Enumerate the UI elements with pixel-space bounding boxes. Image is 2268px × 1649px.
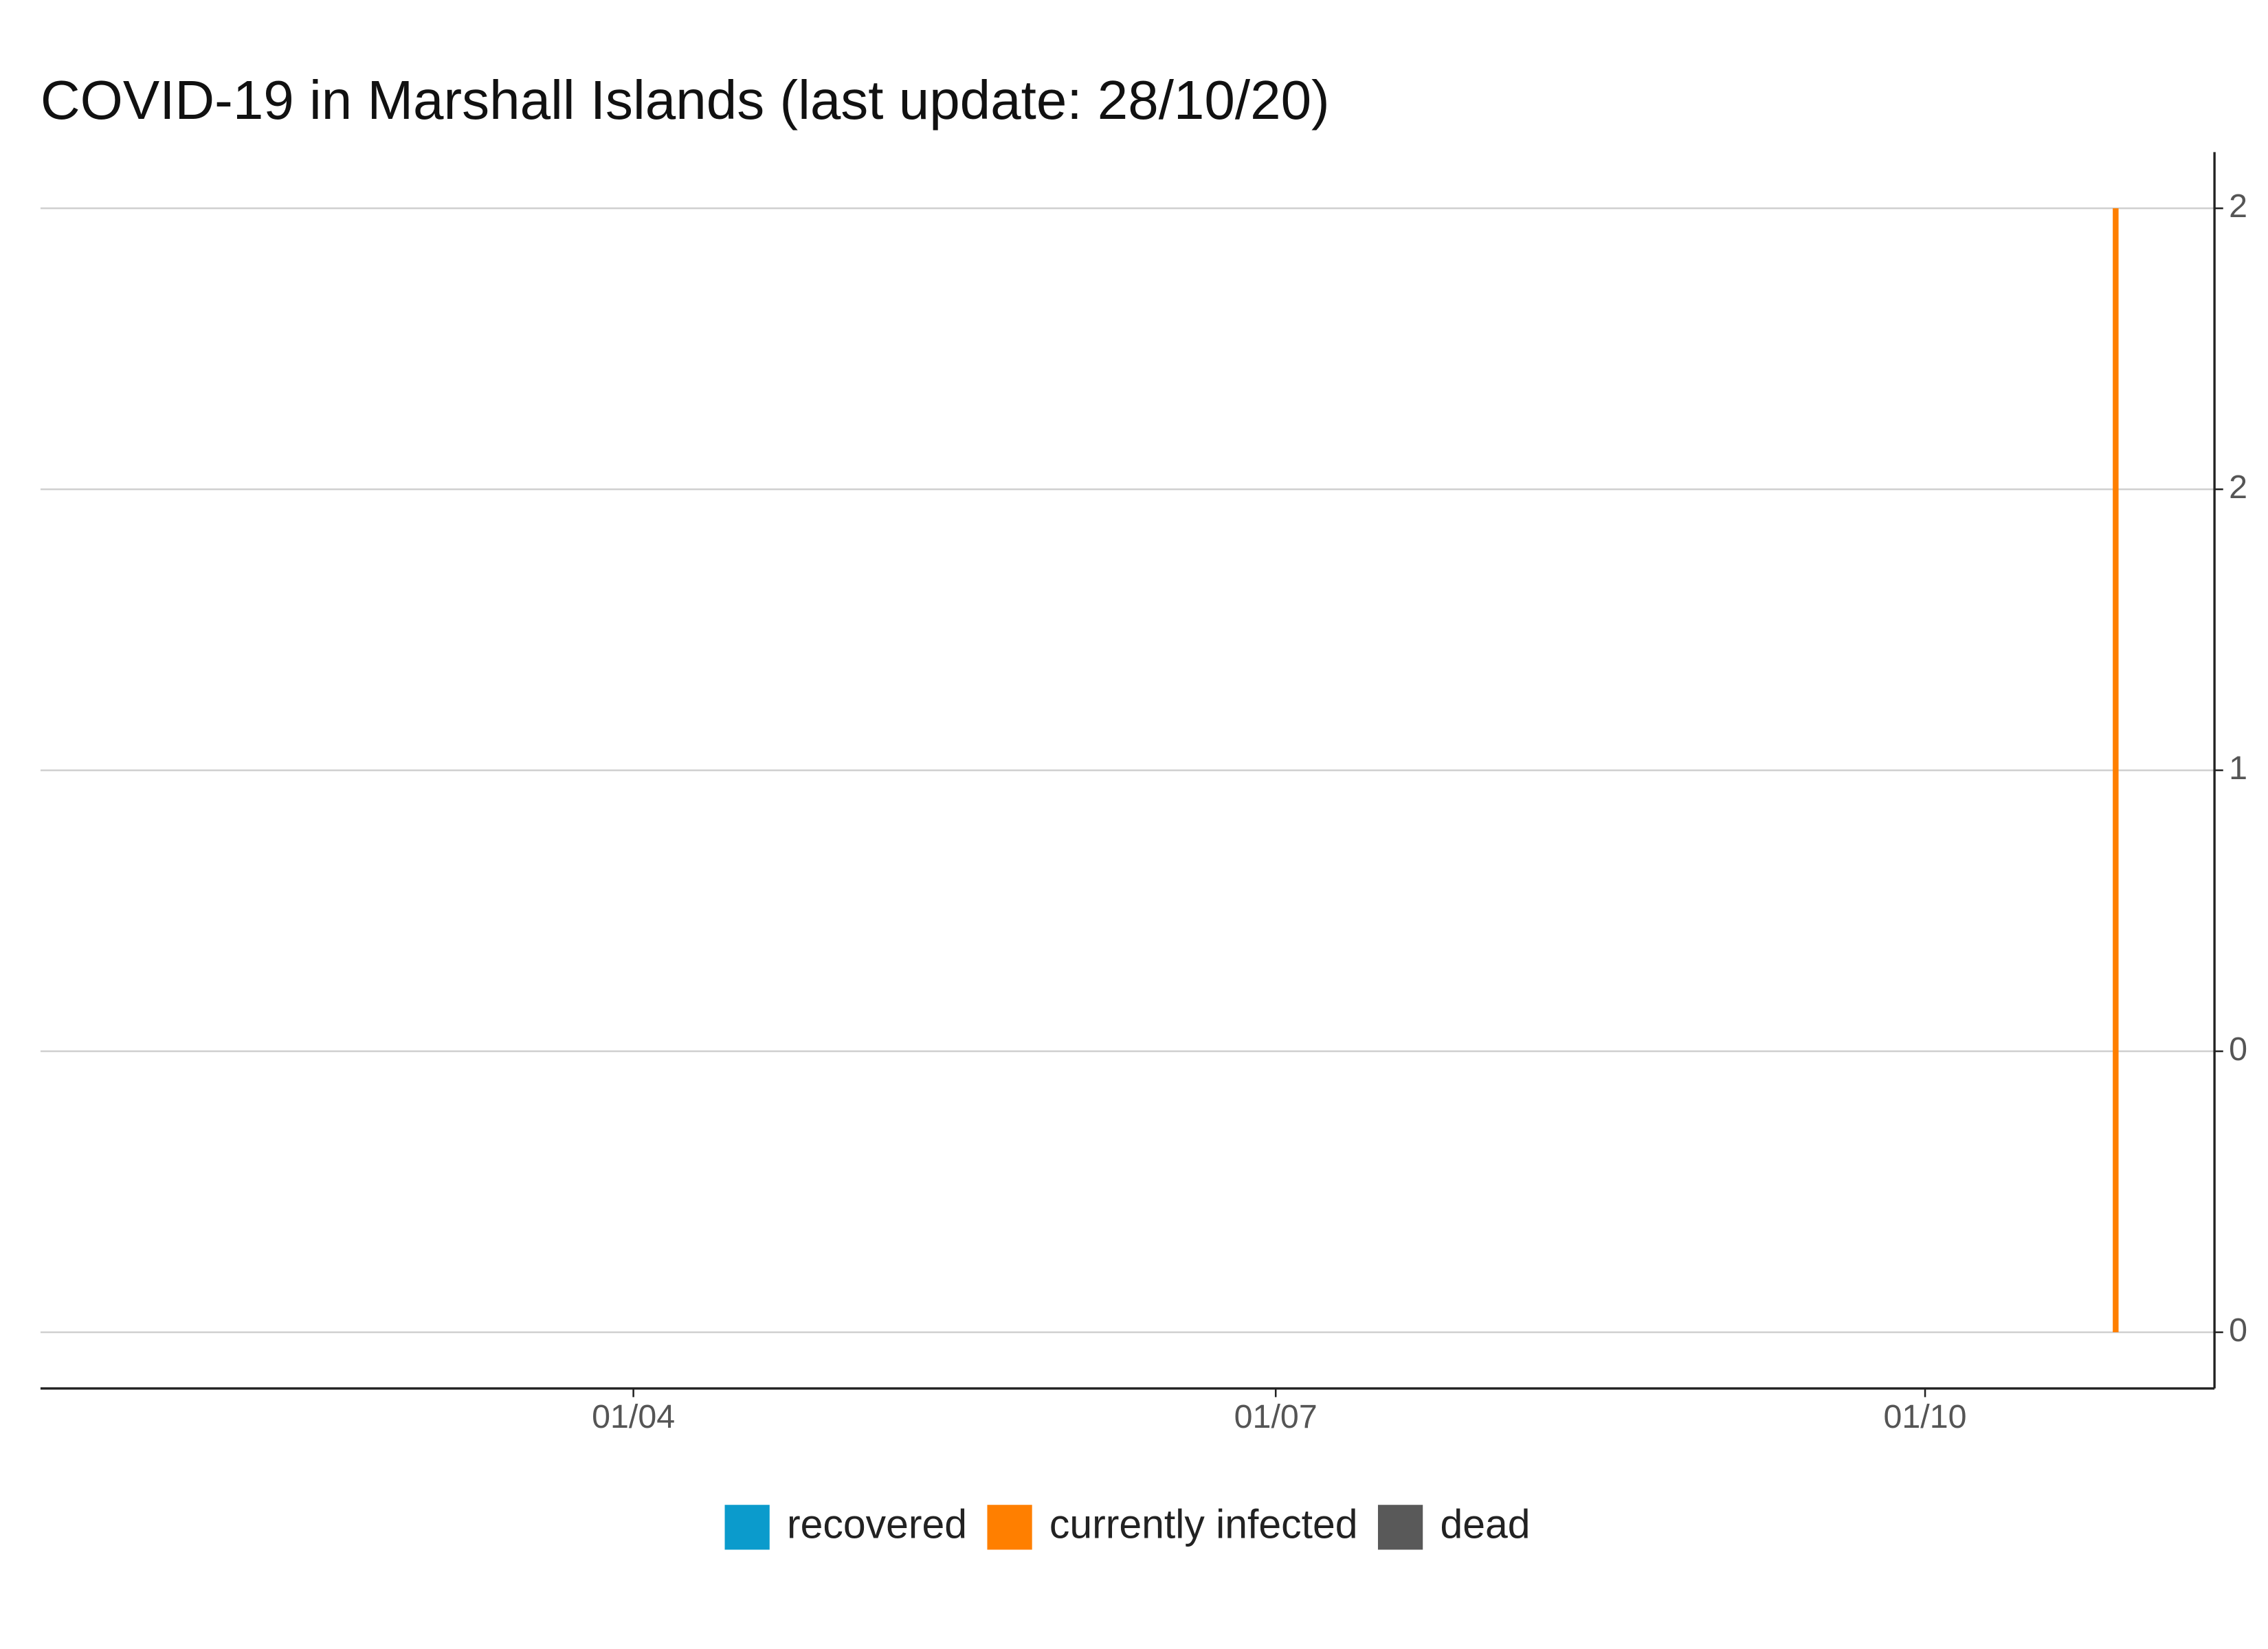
y-tick-label: 0 <box>2229 1031 2247 1068</box>
y-tick-label: 2 <box>2229 188 2247 225</box>
x-tick-label: 01/10 <box>1883 1398 1966 1435</box>
legend-swatch <box>1377 1505 1423 1550</box>
legend-item: currently infected <box>987 1502 1358 1550</box>
y-tick-label: 2 <box>2229 469 2247 506</box>
legend-label: dead <box>1440 1502 1530 1547</box>
chart-title: COVID-19 in Marshall Islands (last updat… <box>41 69 1330 131</box>
y-tick-label: 0 <box>2229 1312 2247 1349</box>
legend: recovered currently infected dead <box>724 1502 1531 1550</box>
x-tick-label: 01/07 <box>1234 1398 1318 1435</box>
legend-item: dead <box>1377 1502 1531 1550</box>
legend-swatch <box>724 1505 770 1550</box>
legend-swatch <box>987 1505 1032 1550</box>
y-tick-label: 1 <box>2229 750 2247 787</box>
legend-label: currently infected <box>1049 1502 1358 1547</box>
x-tick-label: 01/04 <box>592 1398 675 1435</box>
legend-label: recovered <box>787 1502 967 1547</box>
axes: 0 0 1 2 2 01/04 01/07 01/10 <box>40 152 2247 1435</box>
legend-item: recovered <box>724 1502 967 1550</box>
grid <box>40 207 2215 1334</box>
